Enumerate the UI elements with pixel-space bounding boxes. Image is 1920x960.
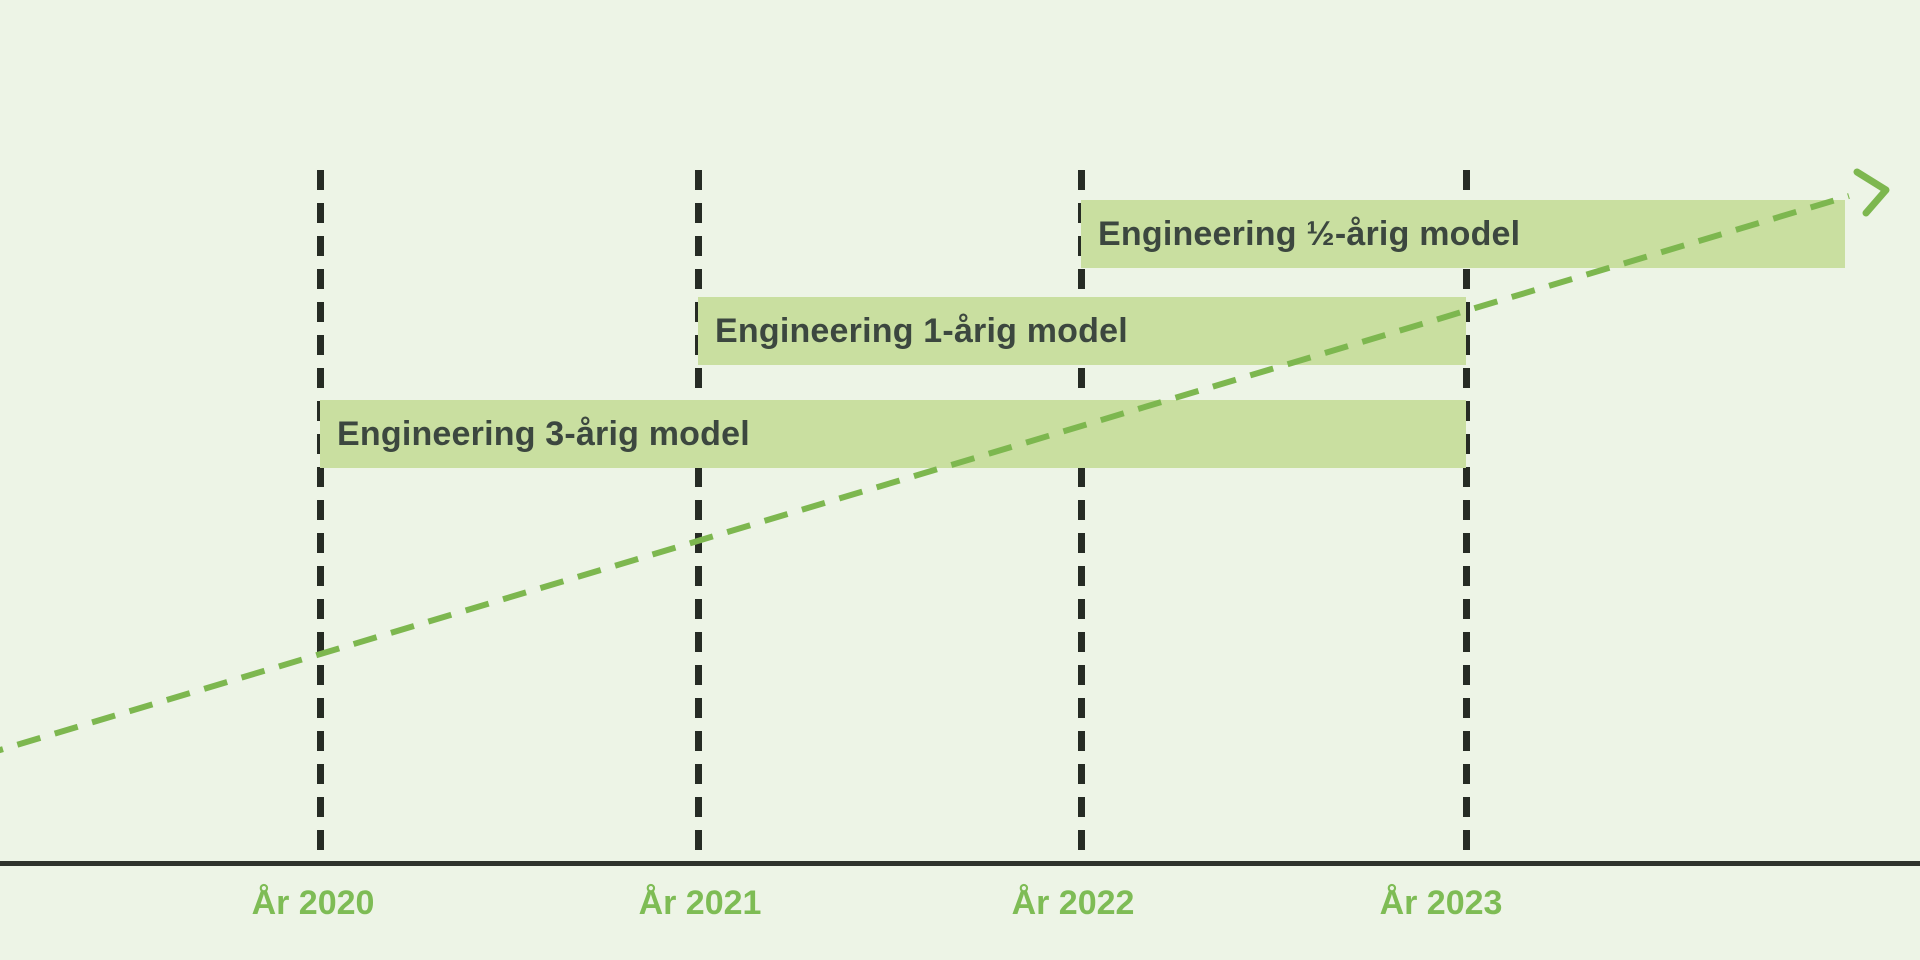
trend-dashed-line	[0, 193, 1850, 754]
bar-engineering-half-year-model: Engineering ½-årig model	[1081, 200, 1845, 268]
year-label-2020: År 2020	[251, 884, 375, 922]
bar-engineering-3-year-model: Engineering 3-årig model	[320, 400, 1466, 468]
x-axis-line	[0, 861, 1920, 866]
year-label-2021: År 2021	[638, 884, 762, 922]
trend-arrowhead-icon	[1853, 168, 1890, 217]
gridline-2021	[694, 170, 702, 864]
bar-label: Engineering 3-årig model	[337, 414, 750, 453]
bar-engineering-1-year-model: Engineering 1-årig model	[698, 297, 1466, 365]
bar-label: Engineering 1-årig model	[715, 311, 1128, 350]
gridline-2023	[1462, 170, 1470, 864]
year-label-2023: År 2023	[1379, 884, 1503, 922]
gridline-2022	[1077, 170, 1085, 864]
year-label-2022: År 2022	[1011, 884, 1135, 922]
bar-label: Engineering ½-årig model	[1098, 214, 1521, 253]
gridline-2020	[316, 170, 324, 864]
